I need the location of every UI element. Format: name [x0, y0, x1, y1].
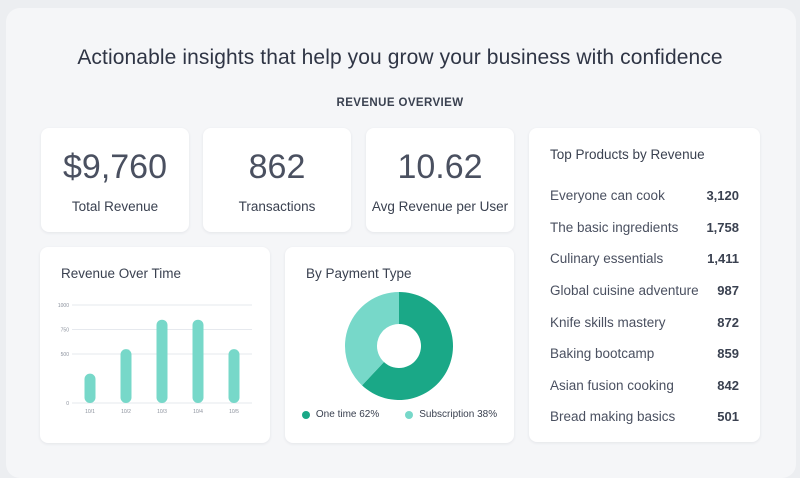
- top-product-value: 1,411: [707, 251, 739, 267]
- top-product-value: 1,758: [706, 219, 739, 235]
- top-product-value: 3,120: [706, 188, 739, 204]
- legend-dot: [405, 410, 414, 419]
- kpi-label: Avg Revenue per User: [371, 199, 509, 214]
- legend-label: One time 62%: [315, 409, 380, 420]
- top-products-list: Everyone can cook 3,120 The basic ingredie…: [550, 180, 739, 433]
- top-product-row: The basic ingredients 1,758: [550, 212, 739, 244]
- kpi-label: Transactions: [238, 199, 316, 214]
- page-headline: Actionable insights that help you grow y…: [77, 46, 723, 69]
- payment-type-card: By Payment Type One time 62% Subscriptio…: [285, 247, 514, 443]
- x-tick-label: 10/3: [157, 409, 167, 415]
- top-product-row: Global cuisine adventure 987: [550, 275, 739, 307]
- payment-legend: One time 62% Subscription 38%: [285, 409, 514, 420]
- legend-item-one-time: One time 62%: [301, 409, 380, 420]
- legend-label: Subscription 38%: [419, 409, 498, 420]
- top-product-name: Asian fusion cooking: [550, 377, 674, 393]
- x-tick-label: 10/1: [85, 409, 95, 415]
- payment-donut-chart: [345, 292, 453, 400]
- payment-chart-title: By Payment Type: [306, 266, 412, 281]
- revenue-bar-chart: 1000 750 500 0 10/1 10/2 10/3 10/4 10/5: [58, 303, 252, 415]
- revenue-bar: [192, 319, 204, 403]
- top-product-name: Everyone can cook: [550, 188, 665, 204]
- kpi-value: 10.62: [397, 148, 483, 186]
- kpi-card-avg-revenue: 10.62 Avg Revenue per User: [366, 128, 514, 232]
- top-products-title: Top Products by Revenue: [550, 147, 705, 162]
- top-product-value: 501: [717, 409, 739, 425]
- top-product-name: Bread making basics: [550, 409, 676, 425]
- top-product-row: Bread making basics 501: [550, 401, 739, 433]
- top-product-row: Baking bootcamp 859: [550, 338, 739, 370]
- legend-item-subscription: Subscription 38%: [405, 409, 497, 420]
- x-tick-label: 10/4: [193, 409, 203, 415]
- top-product-name: Knife skills mastery: [550, 314, 666, 330]
- x-tick-label: 10/5: [229, 409, 239, 415]
- donut-slice: [362, 292, 453, 400]
- kpi-card-transactions: 862 Transactions: [203, 128, 351, 232]
- kpi-value: $9,760: [63, 148, 167, 186]
- y-tick-label: 500: [61, 352, 70, 358]
- revenue-chart-title: Revenue Over Time: [61, 266, 182, 281]
- top-product-value: 872: [717, 314, 739, 330]
- top-product-value: 842: [717, 377, 739, 393]
- top-product-row: Asian fusion cooking 842: [550, 370, 739, 402]
- top-product-row: Everyone can cook 3,120: [550, 180, 739, 212]
- revenue-over-time-card: Revenue Over Time 1000 750 500 0 10/1 10/2 10/…: [40, 247, 270, 443]
- kpi-value: 862: [248, 148, 306, 186]
- top-product-value: 987: [717, 283, 739, 299]
- top-product-name: Baking bootcamp: [550, 346, 655, 362]
- y-tick-label: 0: [66, 401, 69, 407]
- top-product-name: Culinary essentials: [550, 251, 664, 267]
- y-tick-label: 750: [61, 328, 70, 334]
- section-title: REVENUE OVERVIEW: [336, 97, 464, 109]
- top-product-value: 859: [717, 346, 739, 362]
- revenue-bar: [120, 349, 132, 403]
- kpi-card-total-revenue: $9,760 Total Revenue: [41, 128, 189, 232]
- top-product-name: The basic ingredients: [550, 219, 679, 235]
- y-tick-label: 1000: [58, 303, 69, 309]
- donut-slice: [345, 292, 399, 386]
- revenue-bar: [228, 349, 240, 403]
- top-products-card: Top Products by Revenue Everyone can coo…: [529, 128, 760, 442]
- revenue-bar: [84, 373, 96, 403]
- x-tick-label: 10/2: [121, 409, 131, 415]
- kpi-label: Total Revenue: [71, 199, 159, 214]
- top-product-row: Knife skills mastery 872: [550, 306, 739, 338]
- top-product-row: Culinary essentials 1,411: [550, 243, 739, 275]
- legend-dot: [301, 410, 310, 419]
- revenue-bar: [156, 319, 168, 403]
- top-product-name: Global cuisine adventure: [550, 283, 699, 299]
